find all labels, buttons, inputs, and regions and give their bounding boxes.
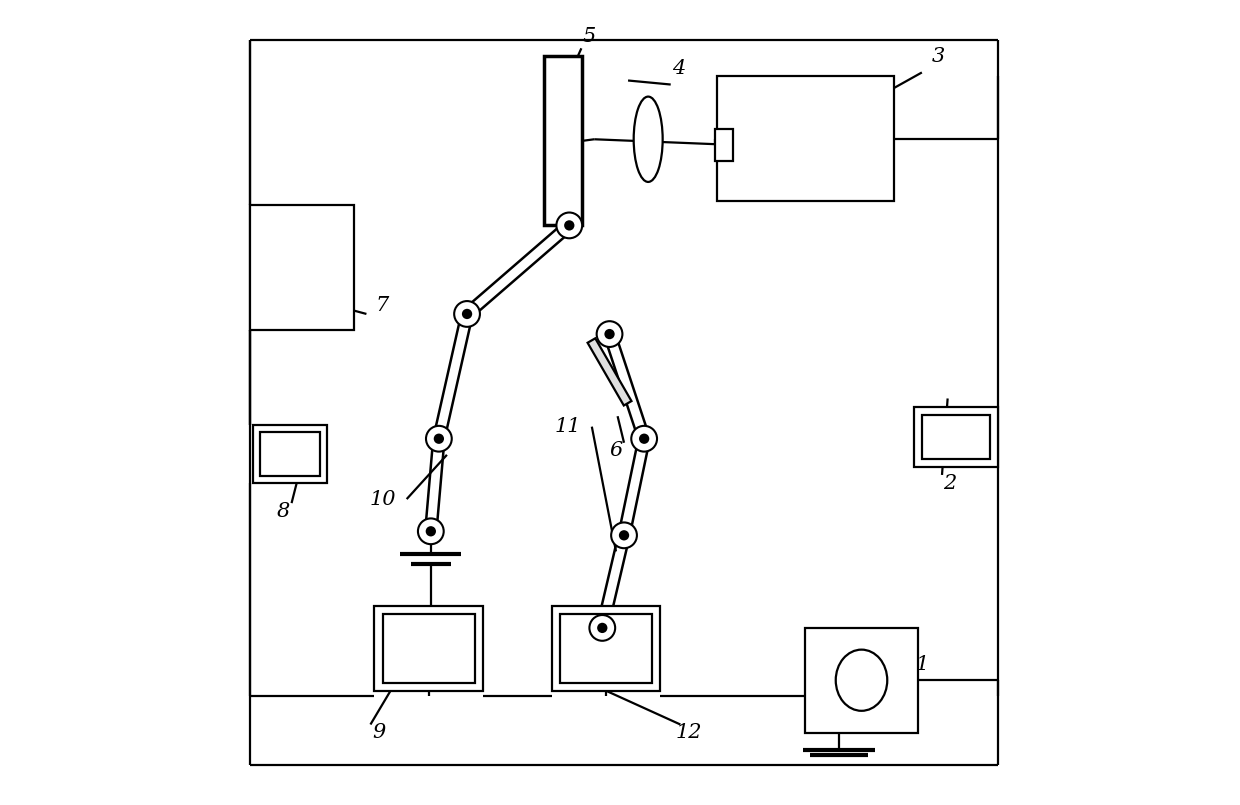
- Circle shape: [604, 329, 615, 339]
- Bar: [921, 415, 991, 459]
- Text: 7: 7: [376, 296, 389, 316]
- Bar: [715, 129, 733, 161]
- Text: 8: 8: [277, 502, 290, 521]
- Bar: [543, 56, 582, 225]
- Circle shape: [564, 221, 574, 230]
- Text: 4: 4: [672, 59, 686, 78]
- Circle shape: [596, 321, 622, 347]
- Text: 1: 1: [915, 654, 929, 674]
- Text: 2: 2: [944, 473, 957, 493]
- Bar: [914, 407, 998, 467]
- Circle shape: [425, 526, 436, 536]
- Bar: [374, 606, 484, 691]
- Bar: [552, 606, 660, 691]
- Text: 11: 11: [554, 417, 580, 436]
- Bar: [253, 425, 327, 483]
- Circle shape: [619, 530, 629, 540]
- Circle shape: [639, 434, 650, 444]
- Bar: [260, 432, 320, 476]
- Bar: [717, 76, 894, 201]
- Bar: [382, 614, 475, 683]
- Text: 6: 6: [609, 441, 622, 460]
- Circle shape: [598, 623, 608, 633]
- Text: 5: 5: [583, 27, 596, 46]
- Ellipse shape: [634, 97, 662, 182]
- Bar: [559, 614, 652, 683]
- Circle shape: [461, 309, 472, 319]
- Circle shape: [454, 301, 480, 327]
- Text: 12: 12: [675, 723, 702, 742]
- Circle shape: [557, 213, 582, 238]
- Circle shape: [611, 522, 637, 548]
- Text: 9: 9: [372, 723, 386, 742]
- Polygon shape: [588, 338, 631, 406]
- Circle shape: [589, 615, 615, 641]
- Text: 10: 10: [370, 489, 396, 509]
- Ellipse shape: [836, 650, 888, 711]
- Circle shape: [631, 426, 657, 452]
- Bar: [805, 628, 918, 733]
- Bar: [249, 205, 355, 330]
- Circle shape: [418, 518, 444, 544]
- Text: 3: 3: [931, 47, 945, 66]
- Circle shape: [434, 434, 444, 444]
- Circle shape: [427, 426, 451, 452]
